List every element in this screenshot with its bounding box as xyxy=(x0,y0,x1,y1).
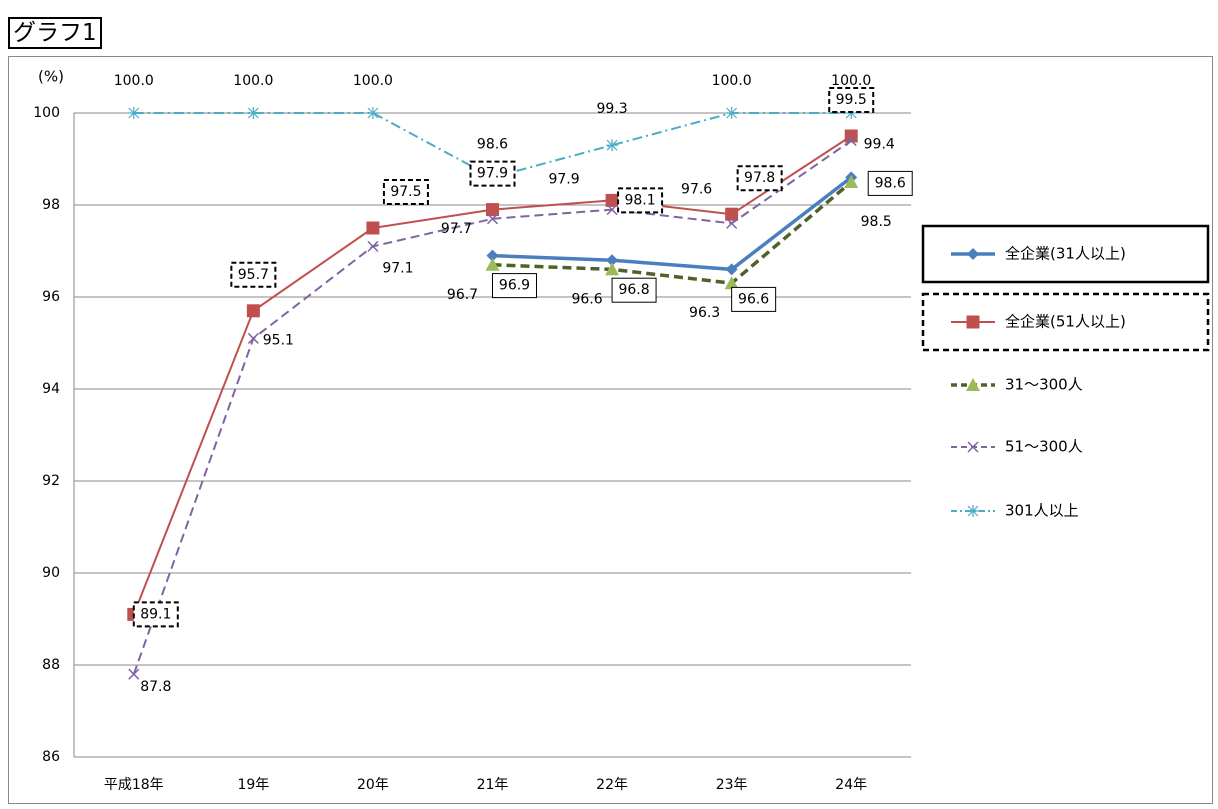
line-chart: 86 88 90 92 94 96 98 100 (%) 平成18年 19年 20年 21年 22年 23年… xyxy=(33,68,1210,793)
data-point xyxy=(128,668,140,680)
chart-frame: 86 88 90 92 94 96 98 100 (%) 平成18年 19年 20年 21年 22年 23年… xyxy=(8,56,1213,804)
data-point xyxy=(844,129,858,143)
data-label: 99.3 xyxy=(596,101,627,117)
legend-label: 301人以上 xyxy=(1005,502,1079,520)
data-label: 98.1 xyxy=(624,192,655,208)
legend-marker xyxy=(967,248,979,260)
data-label: 99.5 xyxy=(836,92,867,108)
data-label-box xyxy=(230,261,277,288)
data-label-box xyxy=(867,170,913,196)
data-label: 100.0 xyxy=(233,73,273,89)
y-tick-label: 88 xyxy=(42,657,60,673)
data-label: 97.9 xyxy=(477,166,508,182)
data-label: 95.1 xyxy=(263,332,294,348)
data-label: 96.6 xyxy=(571,291,602,307)
data-point xyxy=(605,193,619,207)
data-label: 97.8 xyxy=(744,170,775,186)
data-label: 97.1 xyxy=(382,260,413,276)
data-label: 96.3 xyxy=(689,305,720,321)
data-point xyxy=(725,263,738,276)
data-label: 89.1 xyxy=(140,606,171,622)
data-point xyxy=(485,257,500,271)
data-label-box xyxy=(828,87,875,113)
data-label: 98.6 xyxy=(875,175,906,191)
data-point xyxy=(247,107,260,119)
data-point xyxy=(486,203,499,217)
data-point xyxy=(606,204,618,216)
data-point xyxy=(606,139,619,152)
chart-title-box: グラフ1 xyxy=(8,17,102,49)
data-label: 100.0 xyxy=(712,73,752,89)
chart-title: グラフ1 xyxy=(13,20,97,46)
data-label: 97.5 xyxy=(390,184,421,200)
y-axis-unit-label: (%) xyxy=(38,68,64,86)
data-label: 87.8 xyxy=(140,679,171,695)
y-tick-label: 100 xyxy=(33,105,60,121)
data-point xyxy=(606,254,619,267)
data-label: 97.6 xyxy=(681,181,712,197)
data-label: 97.9 xyxy=(548,172,579,188)
data-point xyxy=(366,107,379,119)
legend-marker xyxy=(966,315,980,329)
data-label-box xyxy=(731,286,777,312)
data-point xyxy=(725,107,738,119)
x-tick-label: 23年 xyxy=(716,777,748,793)
data-label-box xyxy=(492,273,537,299)
data-label-box xyxy=(132,601,179,628)
data-label: 95.7 xyxy=(238,267,269,283)
data-label-box xyxy=(611,277,657,303)
data-label: 96.6 xyxy=(738,291,769,307)
y-tick-label: 86 xyxy=(42,749,60,765)
legend-marker xyxy=(967,441,979,453)
data-point xyxy=(844,175,859,188)
y-tick-label: 98 xyxy=(42,197,60,213)
data-point xyxy=(367,240,379,252)
data-label-box xyxy=(736,165,783,192)
data-label-box xyxy=(617,187,664,214)
data-label: 96.7 xyxy=(447,287,478,303)
series-line xyxy=(492,180,853,286)
data-label: 96.8 xyxy=(618,282,649,298)
data-label-box xyxy=(382,179,429,205)
x-tick-label: 19年 xyxy=(237,777,269,793)
data-label: 99.4 xyxy=(864,137,895,153)
series-line xyxy=(132,139,852,675)
data-point xyxy=(726,217,738,229)
legend-marker xyxy=(966,378,980,391)
legend-marker xyxy=(967,505,979,517)
data-point xyxy=(725,207,739,221)
data-point xyxy=(246,304,260,318)
data-point xyxy=(366,221,380,235)
data-label: 98.6 xyxy=(477,136,508,152)
data-point xyxy=(247,332,259,344)
legend-label: 31〜300人 xyxy=(1005,376,1083,394)
x-tick-label: 20年 xyxy=(357,777,389,793)
legend-label: 51〜300人 xyxy=(1005,438,1083,456)
data-point xyxy=(127,107,140,119)
y-tick-label: 92 xyxy=(42,473,60,489)
data-label: 100.0 xyxy=(353,73,393,89)
data-label: 97.7 xyxy=(441,221,472,237)
legend-label: 全企業(51人以上) xyxy=(1005,313,1126,331)
legend-label: 全企業(31人以上) xyxy=(1005,245,1126,263)
y-tick-label: 90 xyxy=(42,565,60,581)
x-tick-label: 21年 xyxy=(477,777,509,793)
data-label: 100.0 xyxy=(831,73,871,89)
data-label: 96.9 xyxy=(499,278,530,294)
data-point xyxy=(486,249,499,262)
series-line xyxy=(492,176,853,272)
x-tick-label: 24年 xyxy=(835,777,867,793)
data-label: 98.5 xyxy=(861,214,892,230)
x-tick-label: 平成18年 xyxy=(104,777,164,793)
x-tick-label: 22年 xyxy=(596,777,628,793)
data-label-box xyxy=(469,160,516,187)
data-point xyxy=(486,213,499,225)
y-tick-label: 96 xyxy=(42,289,60,305)
data-point xyxy=(605,262,620,276)
data-point xyxy=(724,276,739,290)
data-point xyxy=(845,135,857,147)
data-label: 100.0 xyxy=(114,73,154,89)
y-tick-label: 94 xyxy=(42,381,60,397)
